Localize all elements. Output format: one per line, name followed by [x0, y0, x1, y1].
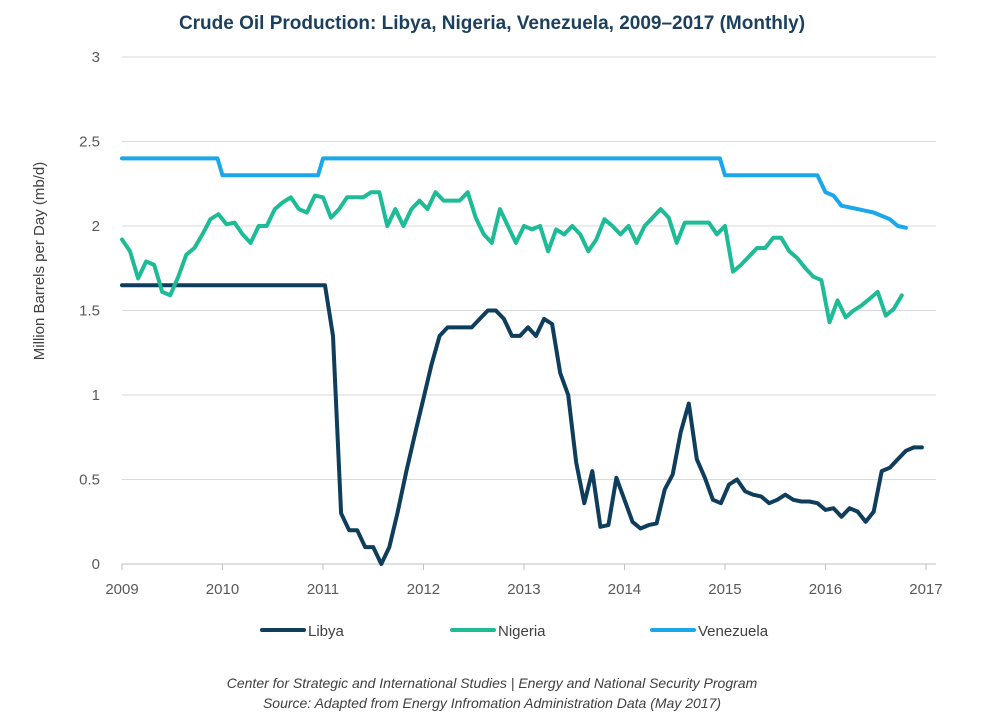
- x-tick-label: 2014: [608, 581, 641, 598]
- y-tick-label: 3: [92, 49, 100, 66]
- series-group: [120, 156, 924, 566]
- y-tick-label: 0.5: [79, 472, 100, 489]
- legend-label-venezuela: Venezuela: [698, 623, 769, 640]
- footer-source: Source: Adapted from Energy Infromation …: [263, 695, 721, 711]
- legend-label-libya: Libya: [308, 623, 345, 640]
- x-tick-label: 2017: [909, 581, 942, 598]
- legend-label-nigeria: Nigeria: [498, 623, 546, 640]
- axes: 0 0.5 1 1.5 2 2.5 3 2009 2010 2011 2012 2013 2014 201…: [79, 49, 942, 598]
- x-tick-label: 2015: [708, 581, 741, 598]
- gridlines: [122, 56, 936, 480]
- series-line-nigeria: [120, 190, 904, 325]
- x-tick-label: 2009: [105, 581, 138, 598]
- y-axis-label: Million Barrels per Day (mb/d): [31, 162, 48, 360]
- x-tick-label: 2010: [206, 581, 239, 598]
- x-tick-label: 2016: [809, 581, 842, 598]
- footer-credit: Center for Strategic and International S…: [227, 675, 758, 691]
- y-tick-label: 2: [92, 218, 100, 235]
- x-tick-label: 2013: [507, 581, 540, 598]
- y-tick-label: 0: [92, 556, 100, 573]
- y-tick-label: 2.5: [79, 134, 100, 151]
- series-line-libya: [120, 283, 924, 566]
- series-line-venezuela: [120, 156, 908, 230]
- y-tick-label: 1.5: [79, 303, 100, 320]
- x-tick-label: 2011: [307, 581, 339, 598]
- x-tick-label: 2012: [407, 581, 440, 598]
- legend: Libya Nigeria Venezuela: [260, 623, 769, 640]
- chart-title: Crude Oil Production: Libya, Nigeria, Ve…: [179, 13, 805, 34]
- y-tick-label: 1: [92, 387, 100, 404]
